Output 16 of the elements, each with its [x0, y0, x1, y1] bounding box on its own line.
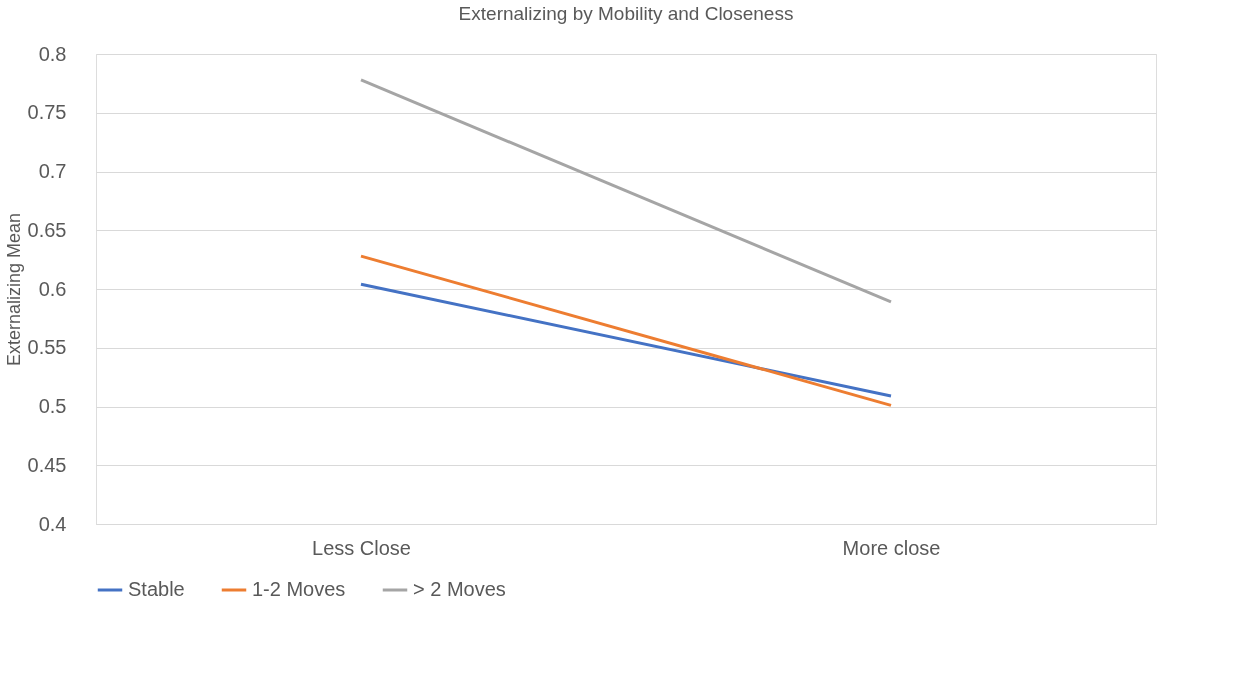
- y-tick-label: 0.8: [38, 42, 67, 65]
- y-tick-label: 0.75: [27, 101, 67, 124]
- y-tick-label: 0.55: [27, 336, 67, 359]
- y-axis-title: Externalizing Mean: [3, 212, 24, 367]
- chart-title: Externalizing by Mobility and Closeness: [458, 3, 794, 24]
- y-tick-label: 0.6: [38, 277, 67, 300]
- y-tick-label: 0.4: [38, 512, 67, 535]
- legend-label: 1-2 Moves: [252, 578, 346, 600]
- y-tick-label: 0.65: [27, 218, 67, 241]
- y-tick-label: 0.5: [38, 395, 67, 417]
- y-tick-label: 0.7: [38, 160, 67, 182]
- x-tick-label: More close: [842, 536, 941, 559]
- legend-label: > 2 Moves: [413, 578, 506, 600]
- y-tick-label: 0.45: [27, 453, 67, 476]
- legend-label: Stable: [128, 578, 185, 600]
- x-tick-label: Less Close: [312, 536, 411, 559]
